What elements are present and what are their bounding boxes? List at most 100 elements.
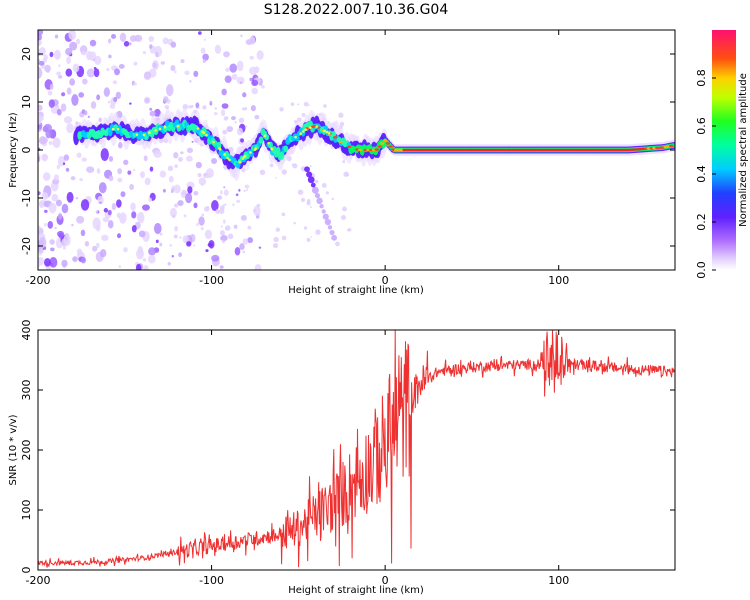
noise-blob: [82, 78, 88, 85]
noise-blob: [123, 247, 128, 253]
noise-blob: [138, 230, 146, 238]
noise-blob: [321, 183, 327, 188]
noise-blob: [323, 104, 327, 108]
noise-blob: [41, 192, 49, 200]
noise-blob: [225, 225, 231, 231]
noise-blob: [130, 202, 136, 211]
ridge-peak: [228, 158, 231, 162]
noise-blob: [65, 47, 73, 56]
noise-blob: [174, 225, 179, 232]
noise-blob: [331, 234, 338, 241]
noise-blob: [303, 226, 308, 230]
noise-blob: [177, 156, 183, 162]
noise-blob: [275, 177, 277, 179]
noise-blob: [169, 207, 177, 218]
noise-blob: [107, 38, 112, 44]
noise-blob: [279, 107, 284, 112]
noise-blob: [273, 236, 279, 243]
noise-blob: [193, 202, 198, 209]
noise-blob: [198, 216, 205, 226]
noise-blob: [65, 167, 70, 172]
noise-blob: [201, 213, 205, 217]
noise-blob: [241, 107, 245, 111]
noise-blob: [142, 204, 150, 211]
noise-blob: [327, 225, 333, 230]
noise-blob: [180, 151, 184, 155]
ridge-peak: [332, 136, 338, 139]
noise-blob: [119, 32, 127, 43]
noise-blob: [203, 172, 208, 177]
noise-blob: [244, 184, 250, 189]
noise-blob: [242, 250, 246, 254]
ridge-peak: [267, 141, 271, 145]
noise-blob: [223, 51, 230, 58]
noise-blob: [38, 155, 41, 163]
ridge-peak: [111, 127, 115, 131]
ridge-peak: [380, 142, 385, 145]
noise-blob: [93, 68, 100, 78]
noise-blob: [293, 221, 296, 225]
noise-blob: [229, 63, 238, 73]
noise-blob: [92, 217, 101, 230]
colorbar-tick-label: 0.6: [695, 117, 708, 135]
noise-blob: [219, 205, 225, 211]
ridge-peak: [309, 126, 312, 129]
noise-blob: [102, 216, 110, 223]
noise-blob: [58, 232, 63, 239]
noise-blob: [107, 220, 114, 229]
noise-blob: [200, 226, 204, 231]
noise-blob: [142, 51, 147, 55]
noise-blob: [123, 41, 130, 47]
noise-blob: [38, 66, 43, 79]
ridge-peak: [226, 156, 229, 160]
noise-blob: [155, 51, 159, 58]
noise-blob: [49, 239, 55, 245]
noise-blob: [172, 214, 176, 219]
noise-blob: [335, 241, 340, 247]
noise-blob: [311, 186, 319, 194]
ridge-peak: [212, 140, 215, 144]
noise-blob: [78, 92, 85, 98]
noise-blob: [249, 55, 254, 60]
y-tick-label: 400: [20, 320, 33, 341]
x-tick-label: 0: [382, 574, 389, 587]
noise-blob: [202, 105, 207, 110]
noise-blob: [238, 188, 241, 192]
noise-blob: [84, 110, 88, 116]
noise-blob: [213, 112, 218, 116]
noise-blob: [240, 34, 243, 38]
noise-blob: [115, 91, 122, 100]
noise-blob: [103, 208, 109, 213]
noise-blob: [71, 94, 79, 106]
noise-blob: [131, 225, 137, 233]
noise-blob: [133, 168, 136, 172]
noise-blob: [197, 31, 202, 35]
noise-blob: [193, 70, 199, 77]
noise-blob: [143, 71, 152, 80]
noise-blob: [169, 244, 172, 247]
y-tick-label: -20: [20, 237, 33, 255]
noise-blob: [65, 68, 73, 77]
noise-blob: [123, 159, 129, 166]
noise-blob: [38, 115, 42, 125]
noise-blob: [108, 156, 114, 162]
noise-blob: [47, 220, 54, 229]
noise-blob: [118, 142, 123, 149]
noise-blob: [184, 70, 190, 75]
noise-blob: [162, 188, 166, 193]
noise-blob: [129, 42, 132, 46]
noise-blob: [211, 158, 218, 165]
noise-blob: [245, 39, 253, 45]
ridge-peak: [299, 132, 303, 135]
noise-blob: [254, 263, 262, 270]
noise-blob: [69, 78, 76, 86]
noise-blob: [38, 191, 41, 196]
x-tick-label: -200: [26, 274, 51, 287]
noise-blob: [61, 259, 68, 268]
ridge-peak: [176, 124, 180, 128]
noise-blob: [247, 225, 252, 230]
noise-blob: [50, 247, 55, 252]
noise-blob: [41, 154, 48, 162]
noise-blob: [256, 50, 264, 60]
